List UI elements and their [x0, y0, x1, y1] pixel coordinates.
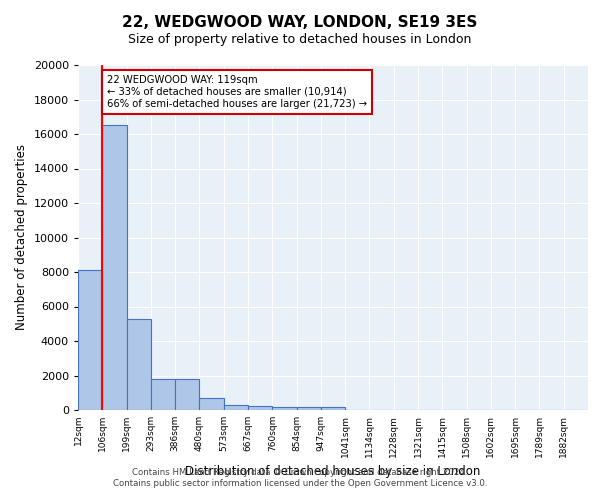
Bar: [248, 406, 272, 410]
Bar: [175, 379, 199, 410]
Text: 22 WEDGWOOD WAY: 119sqm
← 33% of detached houses are smaller (10,914)
66% of sem: 22 WEDGWOOD WAY: 119sqm ← 33% of detache…: [107, 76, 367, 108]
Bar: [151, 379, 175, 410]
Bar: [78, 270, 102, 410]
Bar: [272, 406, 296, 410]
Bar: [127, 318, 151, 410]
Text: Size of property relative to detached houses in London: Size of property relative to detached ho…: [128, 32, 472, 46]
Y-axis label: Number of detached properties: Number of detached properties: [15, 144, 28, 330]
Bar: [296, 407, 321, 410]
Text: 22, WEDGWOOD WAY, LONDON, SE19 3ES: 22, WEDGWOOD WAY, LONDON, SE19 3ES: [122, 15, 478, 30]
Bar: [321, 408, 345, 410]
Bar: [199, 398, 224, 410]
Bar: [102, 126, 127, 410]
X-axis label: Distribution of detached houses by size in London: Distribution of detached houses by size …: [185, 466, 481, 478]
Bar: [224, 405, 248, 410]
Text: Contains HM Land Registry data © Crown copyright and database right 2024.
Contai: Contains HM Land Registry data © Crown c…: [113, 468, 487, 487]
